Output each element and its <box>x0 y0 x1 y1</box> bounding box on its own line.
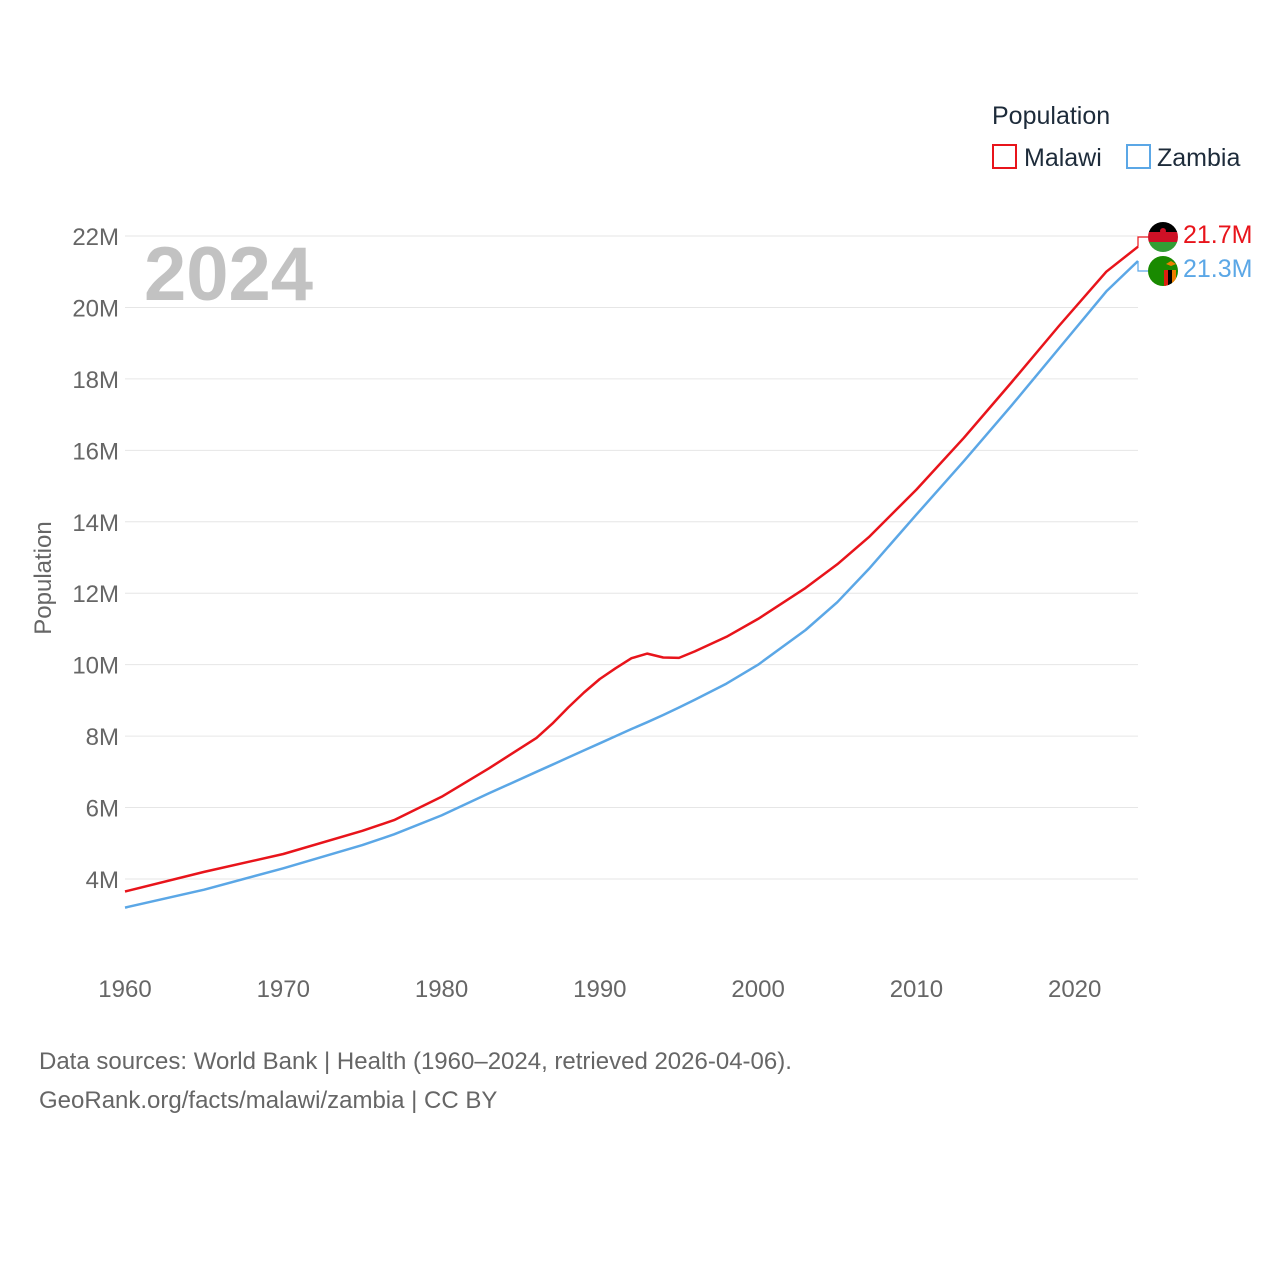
malawi-flag-icon <box>1148 222 1178 252</box>
footer: Data sources: World Bank | Health (1960–… <box>39 1042 792 1120</box>
year-label: 2024 <box>144 232 313 317</box>
y-axis-title: Population <box>30 521 57 634</box>
source-link[interactable]: GeoRank.org/facts/malawi/zambia | CC BY <box>39 1087 498 1114</box>
leader-line-zambia <box>1137 261 1148 272</box>
x-tick-label: 2000 <box>731 976 784 1003</box>
series-lines <box>124 236 1148 909</box>
end-marker-zambia: 21.3M <box>1148 255 1252 286</box>
x-tick-label: 1990 <box>573 976 626 1003</box>
x-tick-label: 1970 <box>257 976 310 1003</box>
legend-swatch-zambia <box>1126 144 1151 169</box>
y-tick-label: 20M <box>72 295 119 322</box>
data-source-note: Data sources: World Bank | Health (1960–… <box>39 1048 792 1075</box>
y-tick-label: 22M <box>72 224 119 251</box>
x-tick-label: 1980 <box>415 976 468 1003</box>
x-axis-ticks: 1960 1970 1980 1990 2000 2010 2020 <box>98 976 1101 1003</box>
y-axis-ticks: 4M 6M 8M 10M 12M 14M 16M 18M 20M 22M <box>72 224 119 894</box>
leader-line-malawi <box>1137 236 1148 247</box>
y-tick-label: 6M <box>86 796 119 823</box>
legend-label-zambia: Zambia <box>1157 144 1240 172</box>
x-tick-label: 2020 <box>1048 976 1101 1003</box>
y-tick-label: 18M <box>72 367 119 394</box>
legend-swatch-malawi <box>992 144 1017 169</box>
end-marker-malawi: 21.7M <box>1148 221 1252 252</box>
gridlines <box>125 235 1138 880</box>
legend-label-malawi: Malawi <box>1024 144 1102 172</box>
legend-item-malawi[interactable]: Malawi <box>992 144 1102 172</box>
y-tick-label: 16M <box>72 438 119 465</box>
y-tick-label: 4M <box>86 867 119 894</box>
population-line-chart: Population Malawi Zambia 4M 6M 8M 10M 12M 14M… <box>30 102 1252 1003</box>
legend-item-zambia[interactable]: Zambia <box>1126 144 1240 172</box>
series-line-zambia <box>124 260 1139 909</box>
y-tick-label: 14M <box>72 510 119 537</box>
x-tick-label: 1960 <box>98 976 151 1003</box>
x-tick-label: 2010 <box>890 976 943 1003</box>
y-tick-label: 12M <box>72 581 119 608</box>
series-line-malawi <box>124 245 1139 893</box>
y-tick-label: 8M <box>86 724 119 751</box>
legend-title: Population <box>992 102 1110 130</box>
y-tick-label: 10M <box>72 653 119 680</box>
end-label-zambia: 21.3M <box>1183 255 1252 283</box>
end-label-malawi: 21.7M <box>1183 221 1252 249</box>
zambia-flag-icon <box>1148 256 1178 286</box>
